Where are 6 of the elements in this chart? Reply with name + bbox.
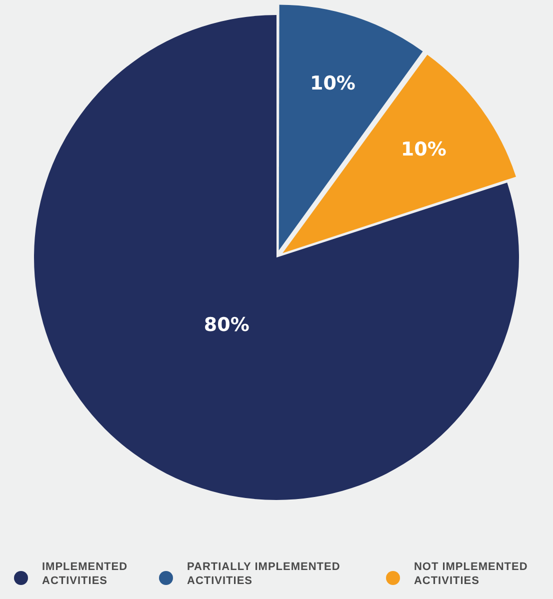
legend-label: PARTIALLY IMPLEMENTED ACTIVITIES <box>187 560 342 588</box>
data-label: 80% <box>204 314 250 336</box>
legend-label: IMPLEMENTED ACTIVITIES <box>42 560 129 588</box>
data-label: 10% <box>400 138 446 161</box>
data-label: 10% <box>310 72 356 94</box>
legend-label: NOT IMPLEMENTED ACTIVITIES <box>414 560 529 588</box>
